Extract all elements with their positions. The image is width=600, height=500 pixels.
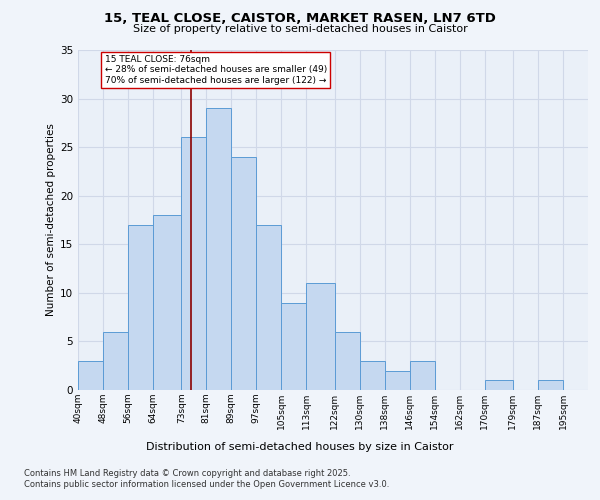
Text: 15 TEAL CLOSE: 76sqm
← 28% of semi-detached houses are smaller (49)
70% of semi-: 15 TEAL CLOSE: 76sqm ← 28% of semi-detac…: [104, 55, 327, 84]
Bar: [359, 361, 385, 390]
Text: 15, TEAL CLOSE, CAISTOR, MARKET RASEN, LN7 6TD: 15, TEAL CLOSE, CAISTOR, MARKET RASEN, L…: [104, 12, 496, 26]
Bar: [103, 332, 128, 390]
Text: Contains HM Land Registry data © Crown copyright and database right 2025.: Contains HM Land Registry data © Crown c…: [24, 469, 350, 478]
Bar: [281, 302, 307, 390]
Y-axis label: Number of semi-detached properties: Number of semi-detached properties: [46, 124, 56, 316]
Bar: [538, 380, 563, 390]
Bar: [78, 361, 103, 390]
Bar: [256, 225, 281, 390]
Bar: [307, 283, 335, 390]
Text: Contains public sector information licensed under the Open Government Licence v3: Contains public sector information licen…: [24, 480, 389, 489]
Bar: [232, 157, 256, 390]
Text: Distribution of semi-detached houses by size in Caistor: Distribution of semi-detached houses by …: [146, 442, 454, 452]
Bar: [128, 225, 153, 390]
Text: Size of property relative to semi-detached houses in Caistor: Size of property relative to semi-detach…: [133, 24, 467, 34]
Bar: [206, 108, 232, 390]
Bar: [181, 138, 206, 390]
Bar: [410, 361, 434, 390]
Bar: [153, 215, 181, 390]
Bar: [485, 380, 513, 390]
Bar: [385, 370, 410, 390]
Bar: [335, 332, 359, 390]
